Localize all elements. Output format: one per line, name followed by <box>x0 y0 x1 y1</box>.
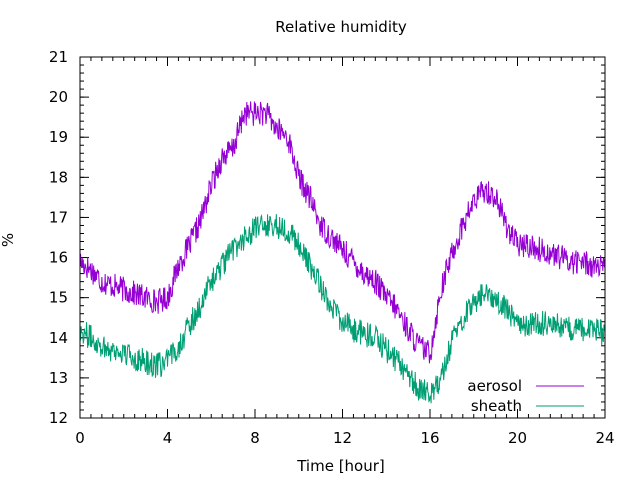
x-tick-label: 8 <box>250 429 260 447</box>
y-tick-label: 21 <box>49 48 68 66</box>
y-tick-label: 12 <box>49 409 68 427</box>
y-tick-label: 14 <box>49 329 68 347</box>
x-tick-label: 4 <box>163 429 173 447</box>
legend-label-aerosol: aerosol <box>467 377 522 395</box>
y-tick-label: 19 <box>49 128 68 146</box>
x-axis-label: Time [hour] <box>296 457 385 475</box>
series-layer <box>79 101 606 404</box>
legend: aerosol sheath <box>467 377 584 415</box>
y-tick-label: 20 <box>49 88 68 106</box>
series-line-aerosol <box>79 101 606 364</box>
axis-ticks: 0 4 8 12 16 20 24 12 13 14 15 16 17 18 19 20 21 <box>49 48 615 447</box>
y-tick-label: 15 <box>49 289 68 307</box>
y-tick-label: 18 <box>49 168 68 186</box>
y-tick-label: 13 <box>49 369 68 387</box>
y-axis-label: % <box>0 233 17 247</box>
chart-title: Relative humidity <box>275 18 407 36</box>
y-tick-label: 16 <box>49 249 68 267</box>
x-tick-label: 16 <box>420 429 439 447</box>
y-tick-label: 17 <box>49 208 68 226</box>
legend-label-sheath: sheath <box>471 397 522 415</box>
x-tick-label: 12 <box>333 429 352 447</box>
series-line-sheath <box>79 213 606 404</box>
x-tick-label: 0 <box>75 429 85 447</box>
x-tick-label: 24 <box>595 429 614 447</box>
plot-frame <box>79 56 606 419</box>
x-tick-label: 20 <box>508 429 527 447</box>
